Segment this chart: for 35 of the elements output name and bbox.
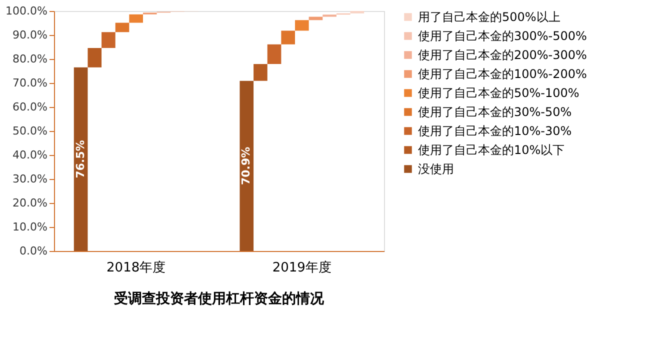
- y-tick-label: 0.0%: [20, 244, 48, 258]
- bar: [74, 67, 88, 251]
- legend-label: 没使用: [418, 162, 454, 176]
- bar: [281, 30, 296, 44]
- text: 受调查投资者使用杠杆资金的情况: [113, 291, 325, 307]
- y-tick-label: 100.0%: [6, 4, 48, 18]
- y-tick-label: 20.0%: [12, 196, 48, 210]
- y-tick-label: 40.0%: [12, 148, 48, 162]
- legend-label: 使用了自己本金的30%-50%: [418, 105, 572, 119]
- bar: [295, 20, 309, 31]
- y-tick-label: 60.0%: [12, 100, 48, 114]
- bar: [115, 22, 130, 32]
- legend-label: 使用了自己本金的10%以下: [418, 143, 565, 157]
- y-tick-label: 90.0%: [12, 28, 48, 42]
- y-tick-label: 70.0%: [12, 76, 48, 90]
- bar: [102, 32, 116, 48]
- legend-label: 使用了自己本金的10%-30%: [418, 124, 572, 138]
- x-tick-label: 2019年度: [272, 260, 332, 276]
- y-tick-label: 80.0%: [12, 52, 48, 66]
- legend-label: 使用了自己本金的100%-200%: [418, 67, 587, 81]
- y-tick-label: 30.0%: [12, 172, 48, 186]
- y-tick-label: 50.0%: [12, 124, 48, 138]
- data-label: 70.9%: [240, 146, 253, 186]
- bar: [267, 44, 282, 64]
- data-label: 76.5%: [74, 140, 87, 178]
- legend-label: 使用了自己本金的200%-300%: [418, 48, 587, 62]
- x-tick-label: 2018年度: [106, 260, 166, 276]
- bar: [88, 48, 102, 68]
- bar: [129, 14, 143, 23]
- legend-label: 使用了自己本金的50%-100%: [418, 86, 580, 100]
- y-tick-label: 10.0%: [12, 220, 48, 234]
- legend-label: 用了自己本金的500%以上: [418, 10, 560, 24]
- bar: [254, 64, 268, 81]
- legend-label: 使用了自己本金的300%-500%: [418, 29, 587, 43]
- bar: [240, 80, 254, 251]
